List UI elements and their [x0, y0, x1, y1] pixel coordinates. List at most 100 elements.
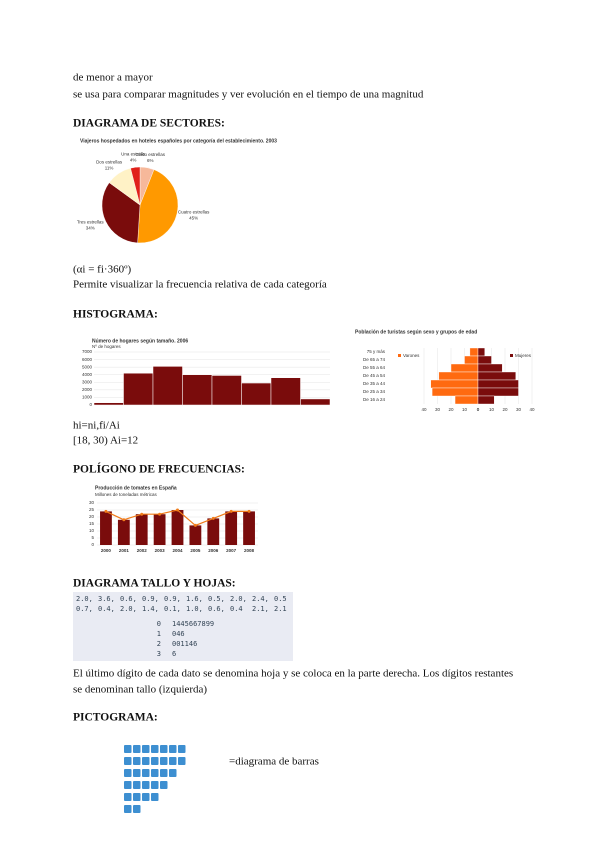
bar — [241, 382, 272, 406]
icon — [178, 745, 186, 753]
data-value: 0.1, — [164, 605, 181, 613]
bar — [207, 518, 220, 545]
data-value: 2.1 — [274, 605, 287, 613]
stem: 3 — [157, 650, 161, 658]
icon — [151, 757, 159, 765]
pie-slice — [101, 182, 141, 244]
bar — [225, 511, 238, 545]
data-value: 0.4 — [230, 605, 243, 613]
note: El último dígito de cada dato se denomin… — [73, 668, 513, 680]
bar — [477, 379, 519, 389]
data-value: 2.0, — [76, 595, 93, 603]
y-tick-label: 0 — [91, 542, 94, 547]
data-value: 1.0, — [186, 605, 203, 613]
bar — [243, 511, 255, 545]
marker — [211, 516, 215, 520]
chart-subtitle: Millones de toneladas métricas — [95, 492, 158, 497]
bar — [300, 398, 331, 406]
heading: HISTOGRAMA: — [73, 309, 158, 321]
marker — [247, 509, 251, 513]
icon — [160, 769, 168, 777]
legend-swatch — [510, 354, 513, 357]
stem: 0 — [157, 620, 161, 628]
y-tick-label: 0 — [89, 402, 92, 407]
bar — [152, 366, 183, 406]
x-tick-label: 2004 — [172, 548, 183, 553]
x-tick-label: 2003 — [155, 548, 166, 553]
icon — [133, 781, 141, 789]
marker — [176, 508, 179, 512]
icon-row — [124, 805, 141, 813]
slice-label: Cuatro estrellas — [178, 210, 210, 215]
icon-row — [124, 781, 168, 789]
icon — [124, 757, 132, 765]
data-value: 2.1, — [252, 605, 269, 613]
note: =diagrama de barras — [229, 756, 319, 768]
x-tick-label: 10 — [462, 407, 468, 412]
y-tick-label: 75 y más — [367, 349, 386, 354]
y-tick-label: De 65 a 74 — [363, 357, 386, 362]
y-tick-label: 25 — [89, 507, 95, 512]
stem: 1 — [157, 630, 161, 638]
y-tick-label: 6000 — [82, 357, 93, 362]
x-tick-label: 10 — [489, 407, 495, 412]
bar — [182, 374, 213, 406]
bar — [211, 375, 242, 406]
slice-value: 11% — [105, 165, 114, 170]
y-tick-label: 30 — [89, 500, 95, 505]
leaves: 1445667899 — [172, 620, 214, 628]
leaves: 6 — [172, 650, 176, 658]
slice-value: 34% — [86, 226, 95, 231]
y-tick-label: 5 — [91, 535, 94, 540]
intro-line: de menor a mayor — [73, 72, 153, 84]
y-tick-label: 2000 — [82, 387, 93, 392]
x-tick-label: 30 — [435, 407, 441, 412]
bar — [477, 371, 516, 381]
icon — [151, 769, 159, 777]
legend-label: Varones — [403, 353, 420, 358]
y-tick-label: De 45 a 54 — [363, 373, 386, 378]
pie-slice — [130, 166, 141, 206]
note: hi=ni,fi/Ai — [73, 420, 120, 432]
y-tick-label: 1000 — [82, 395, 93, 400]
note: se denominan tallo (izquierda) — [73, 684, 207, 696]
bar — [454, 395, 479, 405]
data-value: 2.0, — [230, 595, 247, 603]
data-value: 0.5 — [274, 595, 287, 603]
data-value: 2.4, — [252, 595, 269, 603]
icon — [142, 745, 150, 753]
bar — [270, 377, 301, 406]
x-tick-label: 30 — [516, 407, 522, 412]
icon — [124, 805, 132, 813]
y-tick-label: 20 — [89, 514, 95, 519]
icon — [160, 781, 168, 789]
y-tick-label: 3000 — [82, 379, 93, 384]
x-tick-label: 2008 — [244, 548, 255, 553]
y-tick-label: 15 — [89, 521, 95, 526]
x-tick-label: 40 — [529, 407, 535, 412]
marker — [104, 509, 108, 513]
bar — [431, 387, 479, 397]
slice-label: Cinco estrellas — [136, 152, 166, 157]
icon — [169, 769, 177, 777]
data-value: 2.0, — [120, 605, 137, 613]
intro-line: se usa para comparar magnitudes y ver ev… — [73, 89, 424, 101]
bar — [477, 347, 485, 357]
icon — [133, 757, 141, 765]
x-tick-label: 2000 — [101, 548, 112, 553]
y-tick-label: 7000 — [82, 349, 93, 354]
y-tick-label: De 16 a 24 — [363, 397, 386, 402]
bar — [469, 347, 479, 357]
icon-row — [124, 745, 186, 753]
bar — [477, 395, 495, 405]
bar — [477, 387, 519, 397]
bar — [189, 525, 202, 545]
icon — [169, 745, 177, 753]
icon-row — [124, 793, 159, 801]
data-value: 0.6, — [120, 595, 137, 603]
data-value: 0.7, — [76, 605, 93, 613]
marker — [140, 512, 144, 516]
y-tick-label: De 55 a 64 — [363, 365, 386, 370]
marker — [122, 518, 126, 522]
